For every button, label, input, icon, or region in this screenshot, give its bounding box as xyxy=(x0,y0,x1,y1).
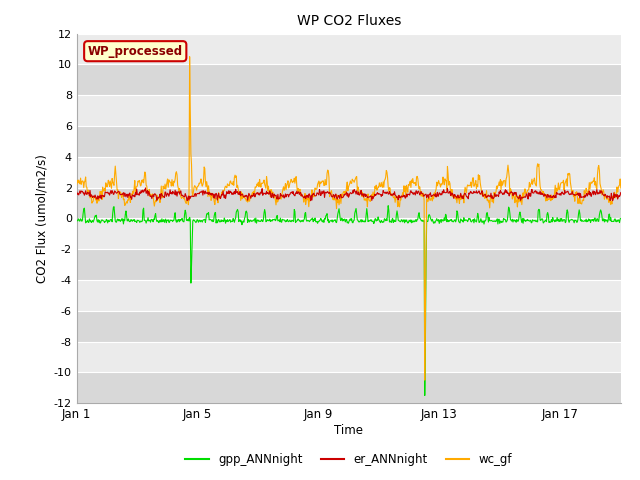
Title: WP CO2 Fluxes: WP CO2 Fluxes xyxy=(296,14,401,28)
Bar xyxy=(77,126,621,157)
Bar xyxy=(77,249,621,280)
Bar xyxy=(77,311,621,342)
Bar xyxy=(77,34,621,64)
Y-axis label: CO2 Flux (umol/m2/s): CO2 Flux (umol/m2/s) xyxy=(35,154,48,283)
Bar xyxy=(77,95,621,126)
Bar xyxy=(77,342,621,372)
X-axis label: Time: Time xyxy=(334,424,364,437)
Bar xyxy=(77,372,621,403)
Bar xyxy=(77,157,621,188)
Bar xyxy=(77,280,621,311)
Legend: gpp_ANNnight, er_ANNnight, wc_gf: gpp_ANNnight, er_ANNnight, wc_gf xyxy=(180,449,517,471)
Text: WP_processed: WP_processed xyxy=(88,45,183,58)
Bar xyxy=(77,188,621,218)
Bar xyxy=(77,64,621,95)
Bar xyxy=(77,218,621,249)
